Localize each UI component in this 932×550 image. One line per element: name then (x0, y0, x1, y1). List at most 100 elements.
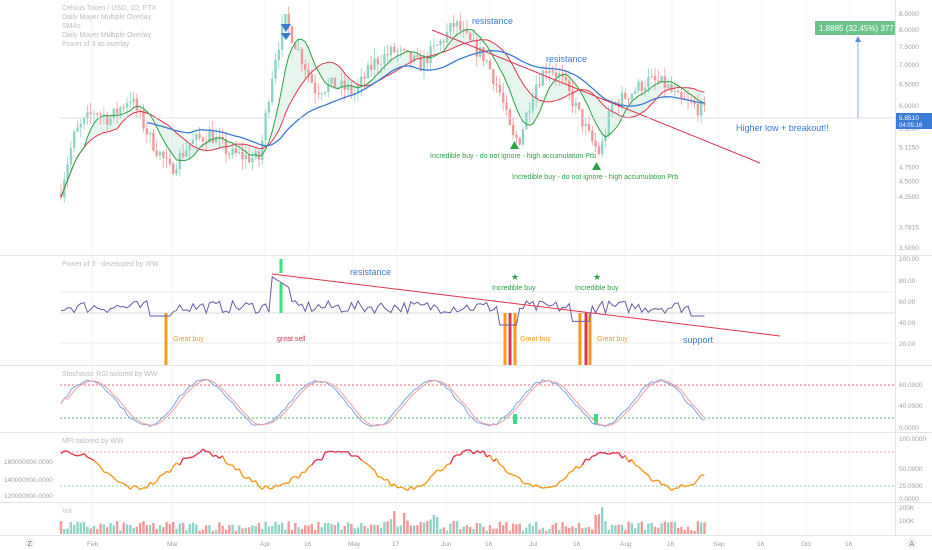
candle-body (115, 108, 119, 114)
volume-bar (541, 527, 544, 534)
price-tick: 6.0000 (899, 103, 919, 110)
volume-bar (205, 525, 208, 534)
volume-bar (389, 519, 393, 534)
resistance-label: resistance (350, 267, 391, 277)
volume-bar (657, 527, 660, 534)
svg-text:160000000.0000: 160000000.0000 (4, 459, 53, 466)
mfi-segment (202, 448, 207, 453)
time-tick: Sep (713, 541, 725, 548)
mfi-segment (595, 452, 600, 456)
study-label: Power of 3 as overlay (62, 41, 130, 48)
volume-bar (475, 523, 478, 534)
volume-bar (218, 522, 221, 534)
candle-body (680, 92, 683, 99)
volume-bar (624, 530, 627, 534)
candle-body (363, 76, 366, 79)
candle-body (112, 108, 115, 119)
candle-body (412, 55, 416, 62)
candle-body (337, 87, 340, 89)
mfi-segment (364, 461, 369, 466)
volume-bar (109, 523, 112, 534)
candle-body (643, 87, 647, 91)
candle-body (76, 127, 79, 132)
candle-body (544, 70, 548, 74)
volume-bar (521, 530, 525, 534)
volume-bar (142, 521, 145, 534)
signal-bar (279, 283, 283, 313)
volume-bar (294, 523, 297, 534)
volume-bar (132, 527, 135, 534)
price-axis[interactable]: 8.5000 8.0000 7.5000 7.0000 6.5000 6.0000 5.50… (899, 11, 919, 252)
candle-body (693, 101, 696, 104)
volume-bar (396, 526, 399, 534)
candle-body (244, 154, 247, 160)
candle-body (449, 23, 452, 32)
volume-bar (280, 522, 284, 534)
candle-body (511, 124, 515, 136)
volume-bar (591, 529, 594, 534)
mfi-segment (681, 483, 686, 488)
mfi-segment (93, 459, 98, 464)
volume-bar (429, 519, 432, 534)
time-axis[interactable]: Feb Mar Apr 16 May 17 Jun 16 Jul 16 Aug 16 Sep 16 Oct 1… (87, 541, 853, 548)
candle-body (129, 102, 132, 104)
volume-bar (505, 522, 508, 534)
volume-bar (643, 529, 647, 534)
candle-body (396, 50, 399, 52)
mfi-segment (83, 453, 88, 458)
mfi-left-axis: 160000000.0000 140000000.0000 120000000.… (4, 459, 53, 500)
volume-bar (607, 529, 610, 534)
candle-body (267, 102, 271, 113)
signal-fill (513, 414, 517, 424)
candle-body (535, 84, 538, 99)
mfi-pane[interactable]: MFI tailored by WW 160000000.0000 140000… (4, 436, 926, 503)
resistance-trendline[interactable] (271, 273, 781, 337)
candle-body (96, 113, 99, 115)
price-pane[interactable]: resistance resistance Higher low + break… (59, 6, 895, 203)
volume-bar (201, 529, 205, 534)
mfi-segment (248, 476, 253, 483)
volume-bar (181, 522, 185, 534)
volume-bar (267, 526, 271, 534)
mfi-segment (291, 475, 296, 479)
volume-bar (663, 521, 667, 534)
candle-body (346, 85, 350, 90)
volume-bar (604, 521, 607, 534)
mfi-segment (624, 455, 630, 463)
zoom-reset-button[interactable] (25, 538, 35, 548)
signal-bar (513, 313, 517, 365)
resistance-trendline[interactable] (431, 29, 761, 164)
mfi-segment (152, 480, 158, 485)
mfi-segment (654, 479, 659, 482)
time-tick: Feb (87, 541, 99, 548)
candle-body (261, 140, 264, 160)
mfi-segment (347, 451, 352, 457)
volume-bar (221, 525, 224, 534)
auto-scale-button[interactable] (907, 538, 917, 548)
mfi-segment (555, 481, 560, 487)
candle-body (175, 169, 178, 174)
candle-body (343, 80, 346, 90)
mfi-segment (559, 479, 563, 483)
mfi-segment (179, 458, 184, 466)
volume-bar (488, 525, 492, 534)
volume-pane[interactable]: Vol 200K 100K (59, 505, 915, 534)
mfi-segment (542, 486, 547, 489)
mfi-segment (215, 454, 220, 459)
candle-body (191, 139, 195, 145)
volume-bar (284, 529, 287, 534)
volume-bar (548, 528, 551, 534)
price-tick: 6.5000 (899, 82, 919, 89)
mfi-segment (489, 454, 494, 462)
candle-body (158, 151, 162, 156)
stoch-d-line (60, 379, 705, 427)
mfi-segment (657, 479, 663, 486)
candle-body (399, 48, 403, 51)
volume-bar (122, 522, 125, 534)
mfi-segment (413, 485, 418, 490)
volume-bar (89, 528, 92, 534)
stoch-rsi-pane[interactable]: Stochastic RSI tailored by WW 60.0000 40… (60, 371, 923, 432)
power-of-3-pane[interactable]: Power of 3 - developed by WW resistance … (60, 256, 919, 365)
candle-body (495, 83, 498, 86)
